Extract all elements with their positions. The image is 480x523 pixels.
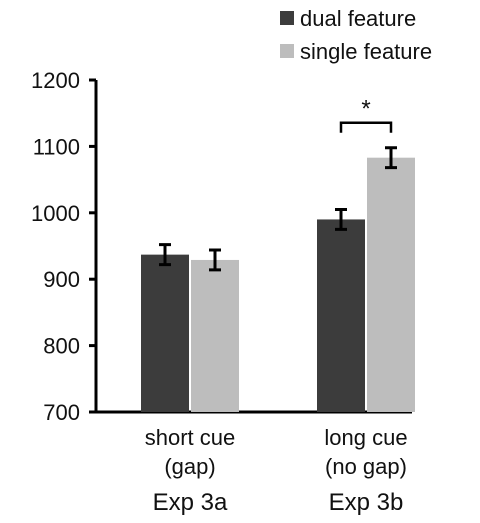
error-bar-single-feature-1	[385, 146, 397, 170]
significance-marker: *	[339, 96, 393, 133]
axes: 700 800 900 1000 1100 1200	[31, 68, 412, 425]
error-bar-dual-feature-1	[335, 207, 347, 231]
category-label-gap: (gap)	[164, 454, 215, 479]
group-label-exp-3b: Exp 3b	[329, 489, 404, 516]
category-label-no-gap: (no gap)	[325, 454, 407, 479]
category-label-short-cue: short cue	[145, 425, 236, 450]
y-tick-label: 800	[43, 334, 80, 359]
y-tick-label: 900	[43, 267, 80, 292]
legend-label-single-feature: single feature	[300, 39, 432, 64]
legend-label-dual-feature: dual feature	[300, 6, 416, 31]
error-bar-single-feature-0	[209, 248, 221, 272]
legend-swatch-dual-feature	[280, 11, 294, 25]
y-tick-label: 1200	[31, 68, 80, 93]
bar-dual-feature-1	[317, 219, 365, 412]
legend-swatch-single-feature	[280, 44, 294, 58]
y-tick-label: 1100	[33, 134, 80, 159]
bar-single-feature-1	[367, 157, 415, 412]
bars	[141, 157, 415, 412]
bar-single-feature-0	[191, 259, 239, 412]
bar-dual-feature-0	[141, 254, 189, 412]
y-tick-label: 700	[43, 400, 80, 425]
significance-bracket	[339, 121, 393, 133]
legend: dual feature single feature	[280, 6, 432, 64]
category-label-long-cue: long cue	[324, 425, 407, 450]
error-bar-dual-feature-0	[159, 243, 171, 267]
y-ticks: 700 800 900 1000 1100 1200	[31, 68, 96, 425]
category-labels: short cue (gap) Exp 3a long cue (no gap)…	[145, 425, 408, 516]
error-bars	[159, 146, 397, 272]
significance-star: *	[361, 96, 370, 123]
group-label-exp-3a: Exp 3a	[153, 489, 228, 516]
y-tick-label: 1000	[31, 201, 80, 226]
